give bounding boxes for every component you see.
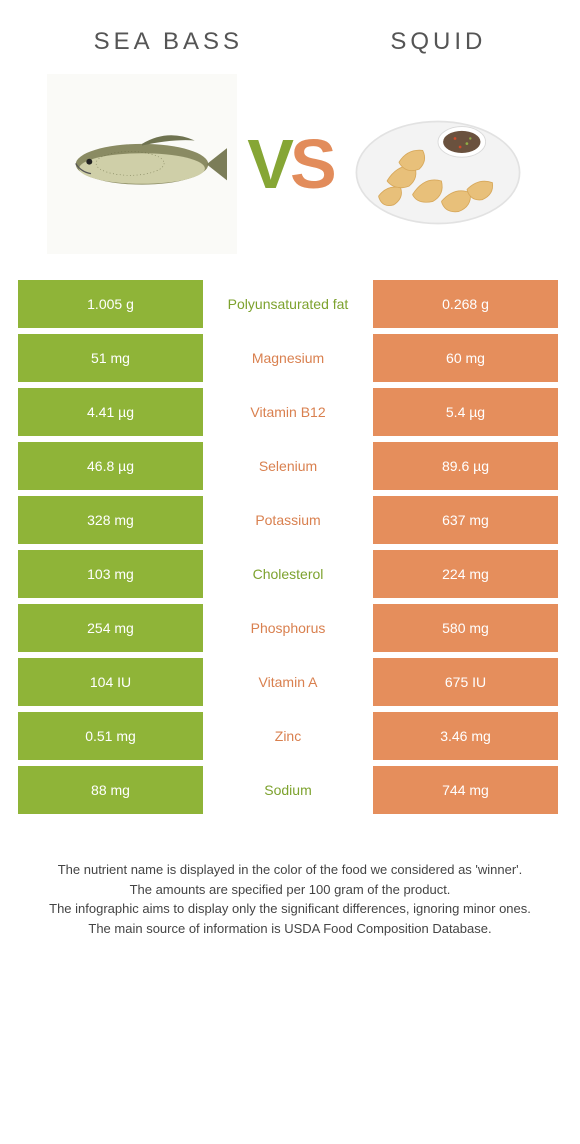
left-value: 103 mg (18, 550, 203, 598)
left-value: 4.41 µg (18, 388, 203, 436)
nutrient-label: Zinc (203, 712, 373, 760)
nutrient-label: Polyunsaturated fat (203, 280, 373, 328)
left-food-image (47, 74, 237, 254)
right-food-image (343, 74, 533, 254)
nutrient-label: Magnesium (203, 334, 373, 382)
nutrient-label: Phosphorus (203, 604, 373, 652)
nutrient-label: Sodium (203, 766, 373, 814)
left-value: 88 mg (18, 766, 203, 814)
right-value: 60 mg (373, 334, 558, 382)
right-value: 675 IU (373, 658, 558, 706)
left-food-title: Sea bass (94, 28, 243, 56)
table-row: 46.8 µgSelenium89.6 µg (18, 442, 562, 490)
table-row: 0.51 mgZinc3.46 mg (18, 712, 562, 760)
right-value: 0.268 g (373, 280, 558, 328)
left-value: 0.51 mg (18, 712, 203, 760)
table-row: 88 mgSodium744 mg (18, 766, 562, 814)
table-row: 328 mgPotassium637 mg (18, 496, 562, 544)
nutrient-label: Selenium (203, 442, 373, 490)
vs-v: V (247, 124, 290, 204)
footer-notes: The nutrient name is displayed in the co… (0, 820, 580, 958)
right-value: 580 mg (373, 604, 558, 652)
right-value: 3.46 mg (373, 712, 558, 760)
table-row: 51 mgMagnesium60 mg (18, 334, 562, 382)
left-value: 104 IU (18, 658, 203, 706)
right-value: 89.6 µg (373, 442, 558, 490)
sea-bass-icon (57, 126, 227, 203)
footer-line: The infographic aims to display only the… (40, 899, 540, 919)
right-value: 637 mg (373, 496, 558, 544)
left-value: 254 mg (18, 604, 203, 652)
squid-icon (353, 96, 523, 232)
footer-line: The main source of information is USDA F… (40, 919, 540, 939)
table-row: 1.005 gPolyunsaturated fat0.268 g (18, 280, 562, 328)
right-value: 744 mg (373, 766, 558, 814)
nutrient-label: Cholesterol (203, 550, 373, 598)
nutrient-label: Vitamin A (203, 658, 373, 706)
header: Sea bass Squid (0, 0, 580, 64)
right-value: 224 mg (373, 550, 558, 598)
hero-row: VS (0, 64, 580, 274)
vs-label: VS (247, 124, 332, 204)
footer-line: The nutrient name is displayed in the co… (40, 860, 540, 880)
nutrient-label: Potassium (203, 496, 373, 544)
table-row: 254 mgPhosphorus580 mg (18, 604, 562, 652)
right-food-title: Squid (390, 28, 486, 56)
left-value: 51 mg (18, 334, 203, 382)
vs-s: S (290, 124, 333, 204)
footer-line: The amounts are specified per 100 gram o… (40, 880, 540, 900)
table-row: 4.41 µgVitamin B125.4 µg (18, 388, 562, 436)
table-row: 103 mgCholesterol224 mg (18, 550, 562, 598)
left-value: 328 mg (18, 496, 203, 544)
right-value: 5.4 µg (373, 388, 558, 436)
nutrient-label: Vitamin B12 (203, 388, 373, 436)
left-value: 46.8 µg (18, 442, 203, 490)
table-row: 104 IUVitamin A675 IU (18, 658, 562, 706)
nutrient-table: 1.005 gPolyunsaturated fat0.268 g 51 mgMa… (0, 274, 580, 814)
left-value: 1.005 g (18, 280, 203, 328)
